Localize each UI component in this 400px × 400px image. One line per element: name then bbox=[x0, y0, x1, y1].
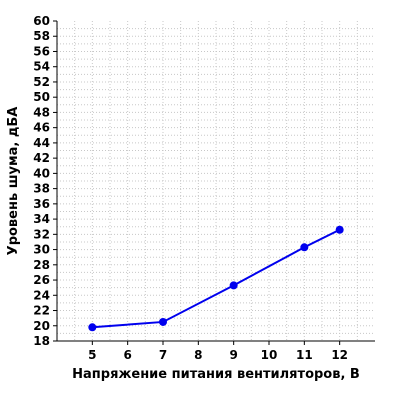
x-axis-title: Напряжение питания вентиляторов, В bbox=[72, 367, 360, 382]
x-tick-label: 7 bbox=[159, 348, 167, 362]
y-tick-label: 26 bbox=[33, 273, 50, 287]
y-tick-label: 54 bbox=[33, 60, 50, 74]
y-tick-label: 30 bbox=[33, 243, 50, 257]
y-tick-label: 50 bbox=[33, 90, 50, 104]
series bbox=[88, 225, 344, 332]
y-tick-label: 52 bbox=[33, 75, 50, 89]
x-tick-label: 12 bbox=[331, 348, 348, 362]
data-point bbox=[159, 317, 167, 326]
x-tick-label: 9 bbox=[229, 348, 237, 362]
y-tick-label: 28 bbox=[33, 258, 50, 272]
x-tick-label: 11 bbox=[296, 348, 313, 362]
x-tick-label: 8 bbox=[194, 348, 202, 362]
tick-labels: 1820222426283032343638404244464850525456… bbox=[33, 14, 348, 362]
data-point bbox=[88, 323, 97, 332]
y-tick-label: 38 bbox=[33, 182, 50, 196]
axes bbox=[53, 20, 375, 345]
y-tick-label: 22 bbox=[33, 304, 50, 318]
y-tick-label: 32 bbox=[33, 227, 50, 241]
y-tick-label: 42 bbox=[33, 151, 50, 165]
y-tick-label: 18 bbox=[33, 334, 50, 348]
y-tick-label: 56 bbox=[33, 44, 50, 58]
data-point bbox=[229, 281, 238, 290]
y-tick-label: 34 bbox=[33, 212, 50, 226]
y-tick-label: 20 bbox=[33, 319, 50, 333]
y-tick-label: 48 bbox=[33, 105, 50, 119]
x-tick-label: 10 bbox=[261, 348, 278, 362]
grid bbox=[57, 21, 375, 341]
y-tick-label: 24 bbox=[33, 288, 50, 302]
x-tick-label: 6 bbox=[123, 348, 131, 362]
y-tick-label: 40 bbox=[33, 166, 50, 180]
y-tick-label: 46 bbox=[33, 121, 50, 135]
x-tick-label: 5 bbox=[88, 348, 96, 362]
y-tick-label: 44 bbox=[33, 136, 50, 150]
y-tick-label: 58 bbox=[33, 29, 50, 43]
y-axis-title: Уровень шума, дБА bbox=[6, 107, 21, 256]
y-tick-label: 60 bbox=[33, 14, 50, 28]
data-point bbox=[300, 243, 309, 252]
data-point bbox=[335, 225, 344, 234]
y-tick-label: 36 bbox=[33, 197, 50, 211]
